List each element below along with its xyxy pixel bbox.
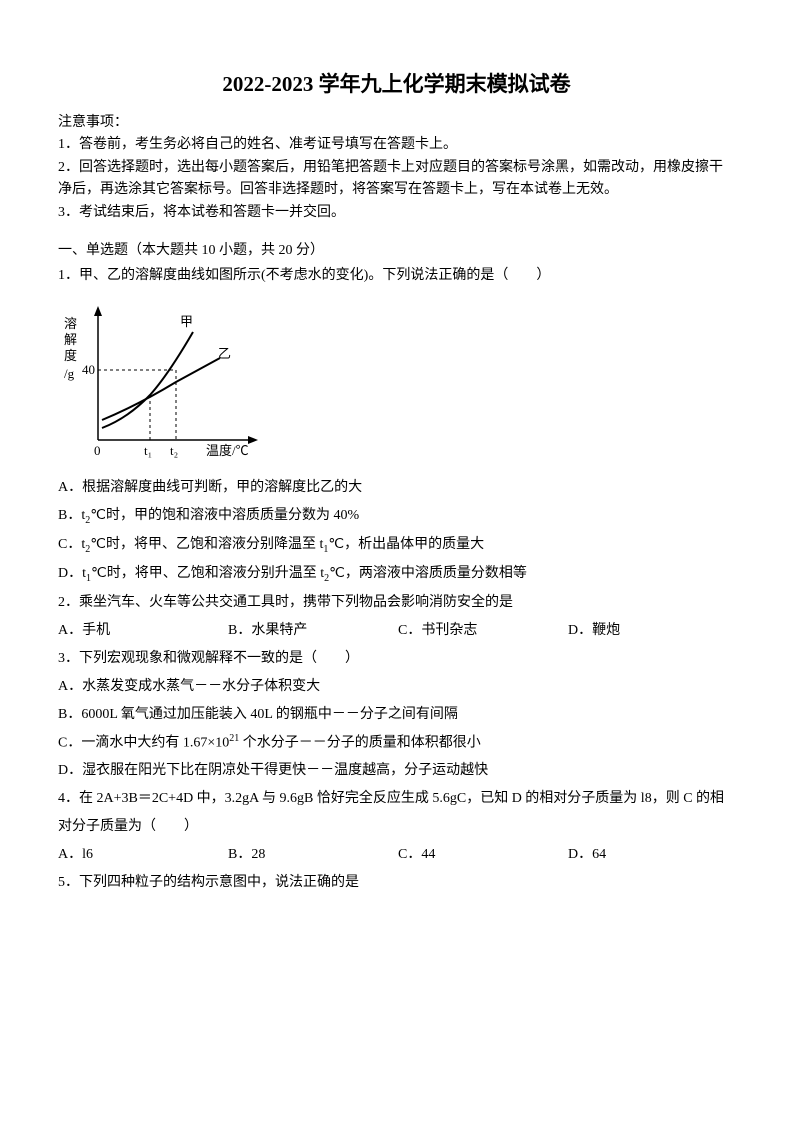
gap <box>58 224 735 240</box>
q3-optC-pre: C．一滴水中大约有 1.67×10 <box>58 735 229 750</box>
q1-optD-mid: ℃时，将甲、乙饱和溶液分别升温至 t <box>91 566 324 581</box>
q2-stem: 2．乘坐汽车、火车等公共交通工具时，携带下列物品会影响消防安全的是 <box>58 589 735 617</box>
q1-optC-pre: C．t <box>58 537 85 552</box>
q1-optC-mid: ℃时，将甲、乙饱和溶液分别降温至 t <box>90 537 323 552</box>
q4-optB: B．28 <box>228 841 398 869</box>
section-1-heading: 一、单选题（本大题共 10 小题，共 20 分） <box>58 240 735 262</box>
chart-series-jia: 甲 <box>180 314 193 329</box>
q1-optC-post: ℃，析出晶体甲的质量大 <box>328 537 484 552</box>
q1-stem: 1．甲、乙的溶解度曲线如图所示(不考虑水的变化)。下列说法正确的是（ ） <box>58 262 735 290</box>
page-title: 2022-2023 学年九上化学期末模拟试卷 <box>58 68 735 98</box>
q4-optA: A．l6 <box>58 841 228 869</box>
q2-optC: C．书刊杂志 <box>398 617 568 645</box>
q3-stem: 3．下列宏观现象和微观解释不一致的是（ ） <box>58 645 735 673</box>
chart-ylabel-3: 度 <box>64 348 77 363</box>
q4-options: A．l6 B．28 C．44 D．64 <box>58 841 735 869</box>
chart-ylabel-1: 溶 <box>64 316 77 331</box>
q3-optD: D．湿衣服在阳光下比在阴凉处干得更快－－温度越高，分子运动越快 <box>58 757 735 785</box>
q1-optB-post: ℃时，甲的饱和溶液中溶质质量分数为 40% <box>90 508 359 523</box>
chart-ylabel-2: 解 <box>64 332 77 347</box>
q3-optC-sup: 21 <box>229 733 239 744</box>
chart-x-t1: t₁ <box>144 443 152 458</box>
q1-optB: B．t2℃时，甲的饱和溶液中溶质质量分数为 40% <box>58 502 735 531</box>
q1-optC: C．t2℃时，将甲、乙饱和溶液分别降温至 t1℃，析出晶体甲的质量大 <box>58 531 735 560</box>
chart-x-label: 温度/℃ <box>206 443 249 458</box>
chart-x-t2: t₂ <box>170 443 178 458</box>
q4-optC: C．44 <box>398 841 568 869</box>
chart-x-origin: 0 <box>94 443 101 458</box>
solubility-chart: 溶 解 度 /g 40 甲 乙 0 t₁ t₂ 温度/℃ <box>58 300 268 468</box>
q2-options: A．手机 B．水果特产 C．书刊杂志 D．鞭炮 <box>58 617 735 645</box>
q5-stem: 5．下列四种粒子的结构示意图中，说法正确的是 <box>58 869 735 897</box>
q3-optA: A．水蒸发变成水蒸气－－水分子体积变大 <box>58 673 735 701</box>
notice-1: 1．答卷前，考生务必将自己的姓名、准考证号填写在答题卡上。 <box>58 134 735 156</box>
q2-optB: B．水果特产 <box>228 617 398 645</box>
q1-optB-pre: B．t <box>58 508 85 523</box>
chart-ytick-40: 40 <box>82 362 95 377</box>
q2-optA: A．手机 <box>58 617 228 645</box>
exam-page: 2022-2023 学年九上化学期末模拟试卷 注意事项： 1．答卷前，考生务必将… <box>0 0 793 937</box>
q2-optD: D．鞭炮 <box>568 617 738 645</box>
q4-optD: D．64 <box>568 841 738 869</box>
notice-heading: 注意事项： <box>58 112 735 134</box>
chart-series-yi: 乙 <box>218 346 231 361</box>
q3-optC: C．一滴水中大约有 1.67×1021 个水分子－－分子的质量和体积都很小 <box>58 729 735 758</box>
notice-2: 2．回答选择题时，选出每小题答案后，用铅笔把答题卡上对应题目的答案标号涂黑，如需… <box>58 157 735 202</box>
q1-optD-pre: D．t <box>58 566 86 581</box>
q1-optA: A．根据溶解度曲线可判断，甲的溶解度比乙的大 <box>58 474 735 502</box>
notice-3: 3．考试结束后，将本试卷和答题卡一并交回。 <box>58 202 735 224</box>
q4-stem: 4．在 2A+3B＝2C+4D 中，3.2gA 与 9.6gB 恰好完全反应生成… <box>58 785 735 841</box>
q3-optC-post: 个水分子－－分子的质量和体积都很小 <box>239 735 481 750</box>
chart-ylabel-4: /g <box>64 366 75 381</box>
q1-optD: D．t1℃时，将甲、乙饱和溶液分别升温至 t2℃，两溶液中溶质质量分数相等 <box>58 560 735 589</box>
q3-optB: B．6000L 氧气通过加压能装入 40L 的钢瓶中－－分子之间有间隔 <box>58 701 735 729</box>
q1-optD-post: ℃，两溶液中溶质质量分数相等 <box>329 566 527 581</box>
